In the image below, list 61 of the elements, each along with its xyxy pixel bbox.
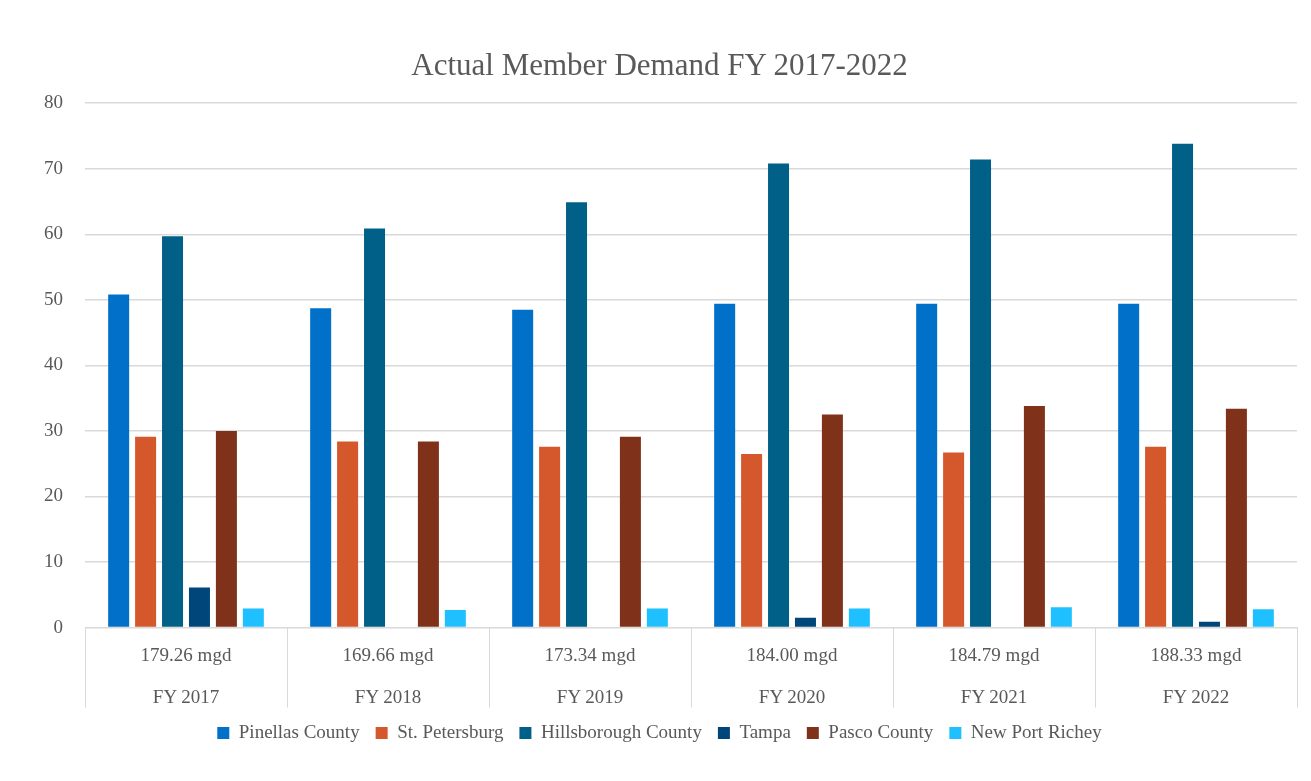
bar xyxy=(310,308,332,627)
bar xyxy=(916,303,938,627)
x-tick-label: FY 2022 xyxy=(1162,685,1230,707)
bar xyxy=(943,452,965,627)
text: 169.66 mgd xyxy=(342,643,434,665)
bar xyxy=(512,309,534,627)
y-tick-label: 10 xyxy=(44,550,63,572)
bar xyxy=(1225,408,1247,627)
x-tick-label: FY 2021 xyxy=(960,685,1028,707)
bar xyxy=(417,441,439,627)
bar xyxy=(1023,406,1045,627)
legend-label: New Port Richey xyxy=(970,721,1103,743)
bar xyxy=(337,441,359,627)
bar xyxy=(768,163,790,627)
bar xyxy=(566,202,588,627)
bar xyxy=(1050,607,1072,627)
bar xyxy=(1172,143,1194,627)
legend-label: Hillsborough County xyxy=(540,721,703,743)
bar xyxy=(215,430,237,627)
legend-label: Pinellas County xyxy=(238,721,361,743)
text: 179.26 mgd xyxy=(140,643,232,665)
legend-label: Pasco County xyxy=(828,721,934,743)
y-tick-label: 40 xyxy=(44,353,63,375)
bar xyxy=(848,608,870,627)
bar xyxy=(162,236,184,627)
x-tick-label: FY 2017 xyxy=(152,685,220,707)
bar xyxy=(794,617,816,627)
bar xyxy=(1145,446,1167,627)
text: 184.00 mgd xyxy=(746,643,838,665)
y-tick-label: 50 xyxy=(44,287,63,309)
text: 184.79 mgd xyxy=(948,643,1040,665)
bar xyxy=(444,609,466,627)
legend-label: St. Petersburg xyxy=(397,721,504,743)
y-tick-label: 60 xyxy=(44,222,63,244)
bar xyxy=(135,436,157,627)
text: 188.33 mgd xyxy=(1150,643,1242,665)
bar xyxy=(1252,609,1274,627)
bar xyxy=(108,294,130,627)
y-tick-label: 70 xyxy=(44,156,63,178)
bar xyxy=(539,446,561,627)
x-tick-label: FY 2019 xyxy=(556,685,624,707)
text: 173.34 mgd xyxy=(544,643,636,665)
bar xyxy=(1118,303,1140,627)
bar xyxy=(188,587,210,627)
bar xyxy=(821,414,843,627)
legend-label: Tampa xyxy=(739,721,792,743)
bar xyxy=(619,436,641,627)
bar xyxy=(242,608,264,627)
bar xyxy=(1198,621,1220,627)
bar xyxy=(970,159,992,627)
bar xyxy=(364,228,386,627)
chart-title: Actual Member Demand FY 2017-2022 xyxy=(411,46,908,82)
x-tick-label: FY 2020 xyxy=(758,685,826,707)
bar xyxy=(646,608,668,627)
y-tick-label: 30 xyxy=(44,418,63,440)
y-tick-label: 80 xyxy=(44,91,63,113)
bar xyxy=(714,303,736,627)
y-tick-label: 0 xyxy=(53,615,63,637)
x-tick-label: FY 2018 xyxy=(354,685,422,707)
y-tick-label: 20 xyxy=(44,484,63,506)
bar xyxy=(741,453,763,627)
